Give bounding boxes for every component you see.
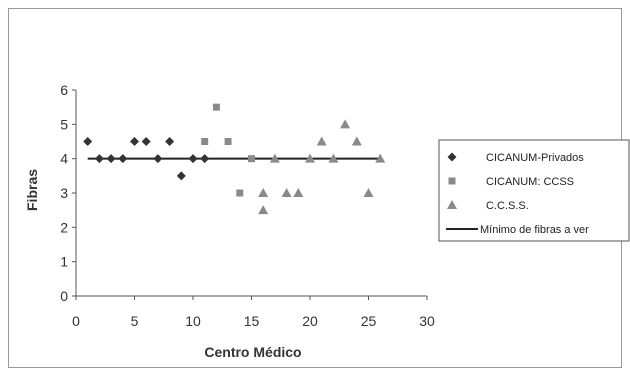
data-point-triangle xyxy=(258,188,269,197)
legend-label: CICANUM-Privados xyxy=(486,152,584,164)
legend: CICANUM-Privados CICANUM: CCSS C.C.S.S. Mín… xyxy=(438,139,630,242)
data-point-diamond xyxy=(130,137,139,146)
data-point-triangle xyxy=(328,153,339,163)
data-point-triangle xyxy=(316,136,327,146)
legend-swatch-square xyxy=(448,177,456,185)
y-tick-label: 5 xyxy=(60,116,68,132)
data-point-square xyxy=(201,138,209,145)
legend-label: Mínimo de fibras a ver xyxy=(480,224,589,236)
data-point-diamond xyxy=(83,137,93,146)
data-point-triangle xyxy=(305,153,315,163)
data-point-diamond xyxy=(176,171,186,181)
data-point-triangle xyxy=(351,136,362,146)
x-tick-label: 10 xyxy=(185,313,201,329)
legend-swatch-triangle xyxy=(447,200,457,209)
data-point-square xyxy=(224,138,232,145)
data-point-diamond xyxy=(106,154,116,164)
legend-label: C.C.S.S. xyxy=(486,200,529,212)
x-tick-label: 25 xyxy=(361,313,377,329)
data-point-triangle xyxy=(363,188,374,197)
data-point-diamond xyxy=(153,154,163,164)
x-tick-label: 20 xyxy=(302,313,318,329)
data-point-triangle xyxy=(281,188,292,197)
data-point-diamond xyxy=(94,154,104,164)
data-point-triangle xyxy=(258,205,269,215)
data-point-diamond xyxy=(141,137,151,146)
y-tick-label: 3 xyxy=(60,185,68,201)
data-point-square xyxy=(236,189,244,197)
y-tick-label: 4 xyxy=(60,151,68,167)
legend-box xyxy=(438,139,630,242)
data-point-triangle xyxy=(375,153,386,163)
data-point-triangle xyxy=(293,188,304,197)
x-tick-label: 30 xyxy=(419,313,435,329)
data-point-diamond xyxy=(200,154,210,164)
legend-label: CICANUM: CCSS xyxy=(486,176,574,188)
data-point-diamond xyxy=(165,137,175,146)
y-tick-label: 0 xyxy=(60,288,68,304)
data-point-square xyxy=(212,103,220,111)
x-axis-title: Centro Médico xyxy=(204,344,301,360)
data-point-diamond xyxy=(118,154,128,164)
x-tick-label: 0 xyxy=(72,313,80,329)
x-tick-label: 5 xyxy=(131,313,139,329)
y-tick-label: 1 xyxy=(60,254,68,270)
data-point-square xyxy=(248,155,255,163)
y-axis-title: Fibras xyxy=(24,169,40,211)
data-point-triangle xyxy=(269,153,280,163)
data-point-triangle xyxy=(340,119,351,129)
x-tick-label: 15 xyxy=(244,313,260,329)
y-tick-label: 6 xyxy=(60,82,68,98)
legend-swatch-diamond xyxy=(447,152,457,162)
data-point-diamond xyxy=(188,154,198,164)
y-tick-label: 2 xyxy=(60,219,68,235)
